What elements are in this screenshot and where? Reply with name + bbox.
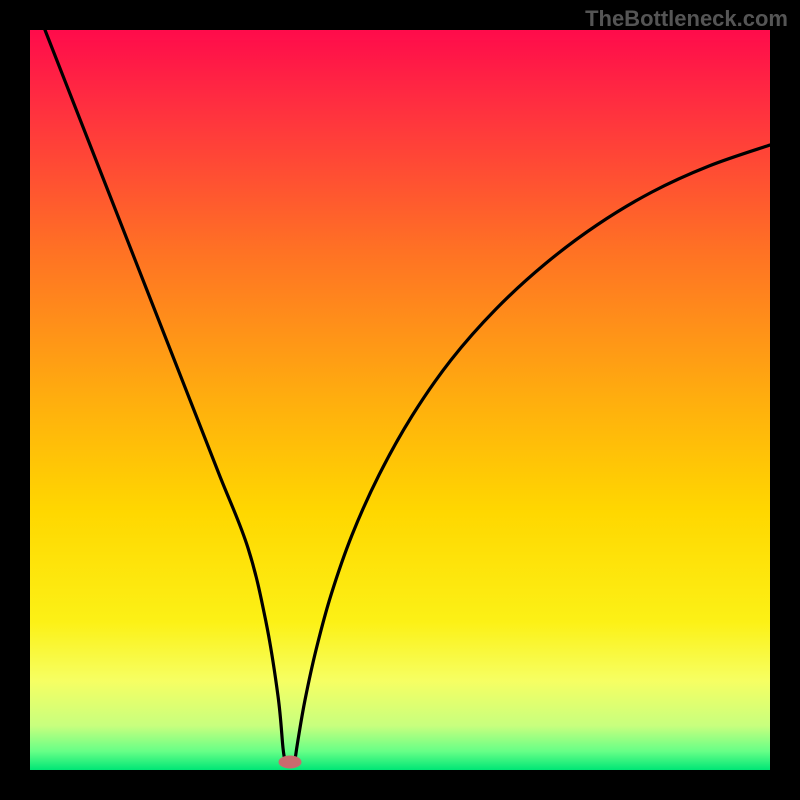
watermark-text: TheBottleneck.com [585, 6, 788, 32]
bottleneck-chart [0, 0, 800, 800]
plot-background [30, 30, 770, 770]
chart-container: TheBottleneck.com [0, 0, 800, 800]
bottleneck-marker [279, 756, 301, 768]
